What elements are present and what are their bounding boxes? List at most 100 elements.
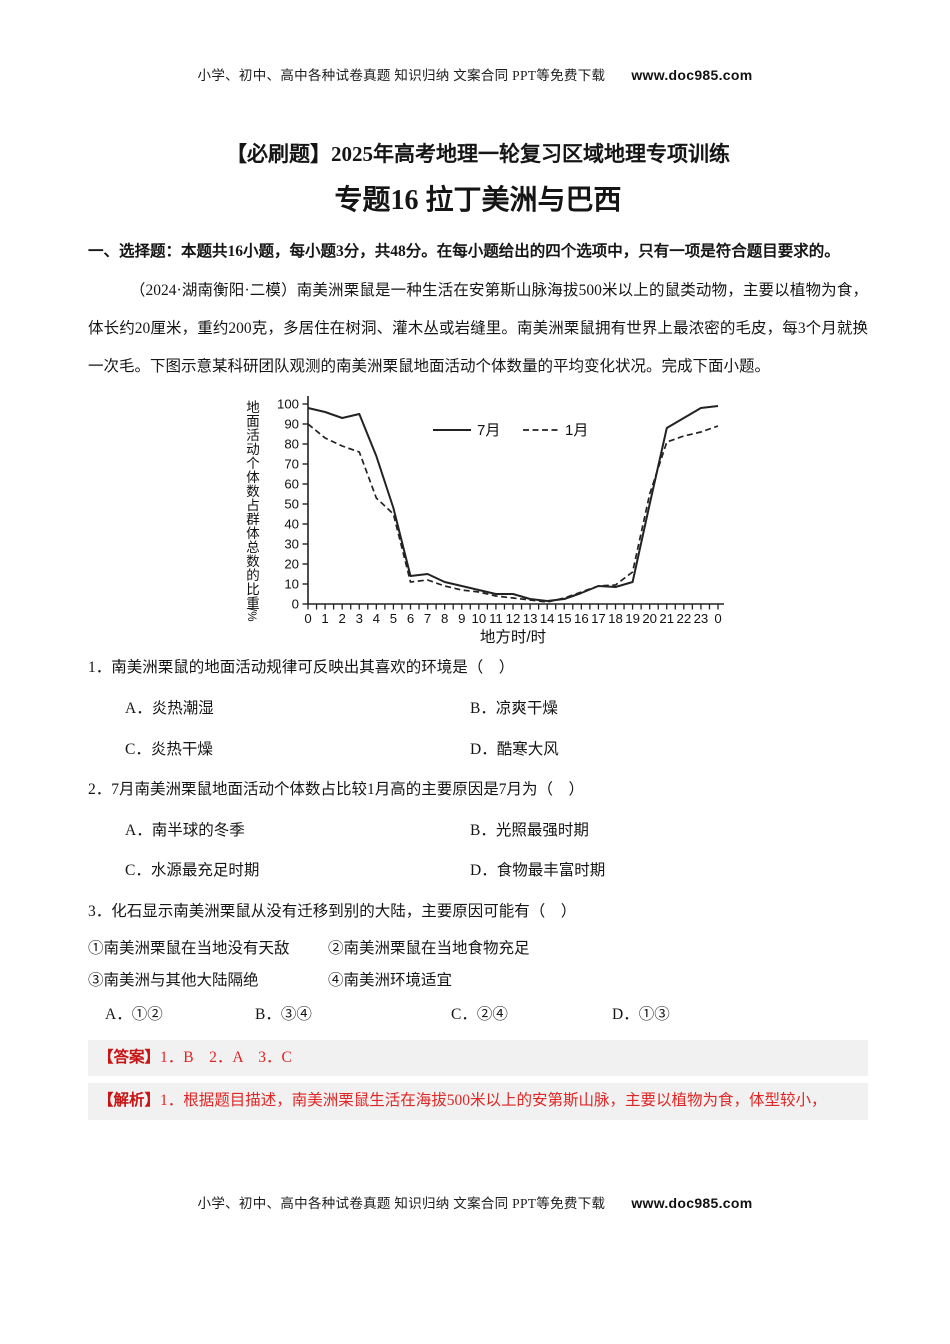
- svg-text:14: 14: [540, 611, 555, 626]
- analysis-text: 1．根据题目描述，南美洲栗鼠生活在海拔500米以上的安第斯山脉，主要以植物为食，…: [160, 1092, 827, 1110]
- svg-text:5: 5: [390, 611, 397, 626]
- answer-text: 1．B 2．A 3．C: [160, 1048, 292, 1066]
- document-body: 【必刷题】2025年高考地理一轮复习区域地理专项训练 专题16 拉丁美洲与巴西 …: [88, 140, 868, 1120]
- svg-text:70: 70: [284, 457, 299, 472]
- svg-text:4: 4: [373, 611, 380, 626]
- header-promo-text: 小学、初中、高中各种试卷真题 知识归纳 文案合同 PPT等免费下载: [197, 68, 606, 83]
- svg-text:13: 13: [523, 611, 538, 626]
- svg-text:18: 18: [608, 611, 623, 626]
- svg-text:群: 群: [246, 512, 260, 527]
- option-b[interactable]: B．③④: [255, 1005, 312, 1023]
- header-site-link[interactable]: www.doc985.com: [631, 67, 753, 83]
- svg-text:/%: /%: [245, 608, 257, 621]
- svg-text:0: 0: [292, 597, 299, 612]
- svg-text:体: 体: [246, 470, 260, 485]
- activity-line-chart: 0 10 20 30 40 50 60 70 80 90 100 0 1 2 3 4 5 6 7 8 9 10 11 12 13…: [238, 390, 728, 648]
- statement-1: ①南美洲栗鼠在当地没有天敌: [88, 939, 290, 957]
- answer-band: 【答案】1．B 2．A 3．C: [88, 1039, 868, 1077]
- option-d[interactable]: D．①③: [612, 1005, 670, 1023]
- question-1: 1．南美洲栗鼠的地面活动规律可反映出其喜欢的环境是（ ） A．炎热潮湿 B．凉爽…: [88, 648, 868, 770]
- option-d[interactable]: D．酷寒大风: [470, 740, 559, 758]
- svg-text:0: 0: [304, 611, 311, 626]
- svg-text:80: 80: [284, 437, 299, 452]
- option-c[interactable]: C．炎热干燥: [125, 740, 213, 758]
- question-2-stem: 2．7月南美洲栗鼠地面活动个体数占比较1月高的主要原因是7月为（ ）: [88, 781, 585, 799]
- svg-text:15: 15: [557, 611, 572, 626]
- option-b[interactable]: B．凉爽干燥: [470, 699, 558, 717]
- svg-text:重: 重: [246, 596, 260, 611]
- option-b[interactable]: B．光照最强时期: [470, 821, 589, 839]
- svg-text:11: 11: [489, 611, 503, 626]
- option-a[interactable]: A．①②: [105, 1005, 163, 1023]
- question-3: 3．化石显示南美洲栗鼠从没有迁移到别的大陆，主要原因可能有（ ） ①南美洲栗鼠在…: [88, 892, 868, 1032]
- footer-promo-text: 小学、初中、高中各种试卷真题 知识归纳 文案合同 PPT等免费下载: [197, 1196, 606, 1211]
- footer-site-link[interactable]: www.doc985.com: [631, 1195, 753, 1211]
- activity-chart-svg-mount: 0 10 20 30 40 50 60 70 80 90 100 0 1 2 3 4 5 6 7 8 9 10 11 12 13…: [238, 390, 728, 648]
- svg-text:地方时/时: 地方时/时: [480, 628, 546, 646]
- question-3-statements-row-1: ①南美洲栗鼠在当地没有天敌 ②南美洲栗鼠在当地食物充足: [88, 933, 868, 966]
- question-3-options: A．①② B．③④ C．②④ D．①③: [88, 998, 868, 1032]
- svg-text:比: 比: [246, 582, 260, 597]
- svg-text:20: 20: [642, 611, 657, 626]
- option-c[interactable]: C．②④: [451, 1005, 508, 1023]
- page-header: 小学、初中、高中各种试卷真题 知识归纳 文案合同 PPT等免费下载 www.doc…: [0, 64, 950, 84]
- question-3-stem: 3．化石显示南美洲栗鼠从没有迁移到别的大陆，主要原因可能有（ ）: [88, 903, 577, 920]
- document-subtitle: 专题16 拉丁美洲与巴西: [334, 185, 622, 217]
- document-title: 【必刷题】2025年高考地理一轮复习区域地理专项训练: [226, 142, 730, 166]
- svg-text:数: 数: [246, 484, 260, 499]
- svg-text:23: 23: [694, 611, 709, 626]
- statement-3: ③南美洲与其他大陆隔绝: [88, 972, 259, 990]
- svg-text:体: 体: [246, 526, 260, 541]
- svg-text:30: 30: [284, 537, 299, 552]
- option-c[interactable]: C．水源最充足时期: [125, 862, 260, 880]
- svg-text:7月: 7月: [477, 422, 500, 439]
- svg-text:20: 20: [284, 557, 299, 572]
- svg-text:90: 90: [284, 417, 299, 432]
- svg-text:60: 60: [284, 477, 299, 492]
- svg-text:9: 9: [458, 611, 465, 626]
- svg-text:总: 总: [246, 540, 260, 555]
- svg-text:面: 面: [246, 414, 260, 429]
- statement-2: ②南美洲栗鼠在当地食物充足: [328, 939, 530, 957]
- svg-text:7: 7: [424, 611, 431, 626]
- svg-text:活: 活: [246, 428, 260, 443]
- svg-text:1月: 1月: [565, 422, 588, 439]
- question-1-options: A．炎热潮湿 B．凉爽干燥 C．炎热干燥 D．酷寒大风: [88, 689, 868, 770]
- svg-text:19: 19: [625, 611, 640, 626]
- svg-text:占: 占: [246, 498, 260, 513]
- svg-text:6: 6: [407, 611, 414, 626]
- question-3-statements-row-2: ③南美洲与其他大陆隔绝 ④南美洲环境适宜: [88, 965, 868, 998]
- svg-text:10: 10: [471, 611, 486, 626]
- svg-text:22: 22: [676, 611, 691, 626]
- svg-text:动: 动: [246, 442, 260, 457]
- svg-text:40: 40: [284, 517, 299, 532]
- question-1-stem: 1．南美洲栗鼠的地面活动规律可反映出其喜欢的环境是（ ）: [88, 659, 515, 677]
- svg-text:21: 21: [659, 611, 674, 626]
- svg-text:17: 17: [591, 611, 606, 626]
- svg-text:16: 16: [574, 611, 589, 626]
- svg-text:50: 50: [284, 497, 299, 512]
- svg-text:12: 12: [506, 611, 521, 626]
- option-a[interactable]: A．炎热潮湿: [125, 699, 214, 717]
- svg-text:的: 的: [246, 568, 260, 583]
- svg-text:地: 地: [246, 400, 260, 415]
- svg-text:2: 2: [338, 611, 345, 626]
- option-d[interactable]: D．食物最丰富时期: [470, 862, 606, 880]
- answer-label: 【答案】: [98, 1048, 161, 1066]
- svg-text:0: 0: [714, 611, 721, 626]
- svg-text:100: 100: [277, 397, 299, 412]
- svg-text:个: 个: [246, 456, 260, 471]
- section-heading: 一、选择题：本题共16小题，每小题3分，共48分。在每小题给出的四个选项中，只有…: [88, 243, 840, 261]
- svg-text:数: 数: [246, 554, 260, 569]
- analysis-band: 【解析】1．根据题目描述，南美洲栗鼠生活在海拔500米以上的安第斯山脉，主要以植…: [88, 1083, 868, 1120]
- question-2-options: A．南半球的冬季 B．光照最强时期 C．水源最充足时期 D．食物最丰富时期: [88, 811, 868, 892]
- option-a[interactable]: A．南半球的冬季: [125, 821, 245, 839]
- statement-4: ④南美洲环境适宜: [328, 972, 453, 990]
- question-intro-paragraph: （2024·湖南衡阳·二模）南美洲栗鼠是一种生活在安第斯山脉海拔500米以上的鼠…: [88, 282, 868, 376]
- analysis-label: 【解析】: [98, 1092, 161, 1110]
- svg-text:1: 1: [321, 611, 328, 626]
- page-footer: 小学、初中、高中各种试卷真题 知识归纳 文案合同 PPT等免费下载 www.doc…: [0, 1192, 950, 1212]
- question-2: 2．7月南美洲栗鼠地面活动个体数占比较1月高的主要原因是7月为（ ） A．南半球…: [88, 770, 868, 892]
